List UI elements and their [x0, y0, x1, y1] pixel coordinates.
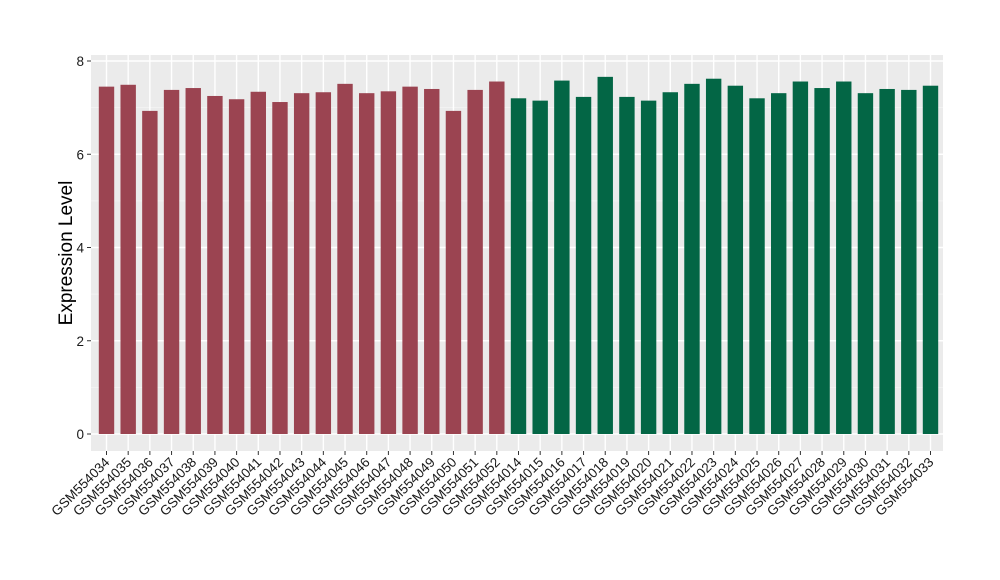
y-tick-label: 8: [76, 54, 84, 69]
bar-GSM554044: [315, 92, 332, 435]
bar-GSM554038: [185, 88, 201, 434]
bar-GSM554026: [771, 93, 787, 434]
bar-GSM554017: [575, 96, 592, 435]
bar-GSM554046: [359, 93, 375, 434]
bar-GSM554016: [554, 80, 570, 435]
bar-GSM554037: [163, 89, 180, 434]
bar-GSM554023: [705, 78, 722, 434]
bar-GSM554039: [207, 95, 223, 434]
bar-GSM554047: [380, 91, 397, 435]
bar-GSM554051: [467, 89, 483, 434]
bar-GSM554021: [662, 92, 678, 435]
bar-GSM554027: [792, 81, 809, 434]
bars: [98, 76, 939, 435]
bar-GSM554024: [727, 85, 744, 435]
bar-GSM554033: [922, 85, 939, 435]
bar-GSM554022: [684, 83, 700, 434]
bar-GSM554014: [510, 98, 527, 435]
bar-GSM554049: [424, 88, 440, 434]
bar-GSM554042: [272, 102, 288, 434]
bar-GSM554043: [293, 93, 310, 434]
bar-GSM554015: [532, 100, 548, 434]
bar-GSM554031: [879, 88, 895, 434]
bar-GSM554028: [814, 88, 830, 434]
bar-GSM554018: [597, 76, 613, 434]
bar-GSM554019: [619, 96, 635, 435]
y-axis: 0 2 4 6 8: [76, 54, 91, 442]
y-tick-label: 0: [76, 427, 84, 442]
bar-GSM554034: [98, 86, 115, 435]
y-axis-title: Expression Level: [56, 181, 77, 326]
bar-GSM554048: [402, 86, 418, 435]
bar-GSM554040: [228, 99, 245, 435]
bar-GSM554041: [250, 91, 266, 435]
bar-GSM554032: [901, 89, 917, 434]
x-axis: GSM554034GSM554035GSM554036GSM554037GSM5…: [48, 451, 937, 519]
bar-GSM554036: [142, 110, 158, 435]
y-tick-label: 2: [76, 334, 84, 349]
y-tick-label: 6: [76, 147, 84, 162]
bar-GSM554050: [445, 110, 462, 435]
bar-GSM554030: [857, 93, 874, 434]
bar-GSM554052: [489, 81, 505, 434]
bar-GSM554035: [120, 84, 136, 434]
y-tick-label: 4: [76, 241, 84, 256]
bar-GSM554025: [749, 98, 765, 435]
bar-GSM554029: [836, 81, 852, 434]
bar-GSM554020: [640, 100, 657, 434]
bar-GSM554045: [337, 83, 353, 434]
